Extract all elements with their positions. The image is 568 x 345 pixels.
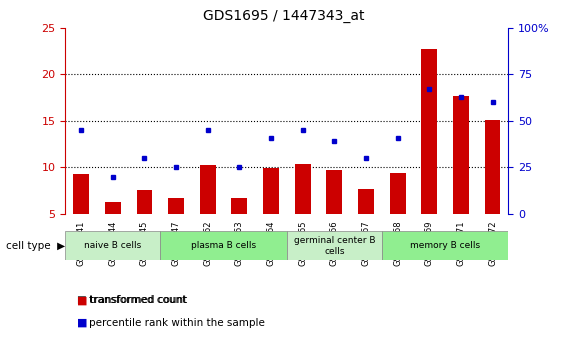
Bar <box>358 189 374 214</box>
Bar <box>168 198 184 214</box>
Text: GDS1695 / 1447343_at: GDS1695 / 1447343_at <box>203 9 365 23</box>
Text: transformed count: transformed count <box>89 295 186 305</box>
Text: cell type  ▶: cell type ▶ <box>6 241 65 251</box>
Bar <box>65 231 160 260</box>
Bar <box>105 202 121 214</box>
Bar <box>327 170 342 214</box>
Bar <box>160 231 287 260</box>
Bar <box>232 198 247 214</box>
Bar <box>263 168 279 214</box>
Bar <box>287 231 382 260</box>
Bar <box>382 231 508 260</box>
Text: plasma B cells: plasma B cells <box>191 241 256 250</box>
Bar <box>136 190 152 214</box>
Bar <box>453 96 469 214</box>
Text: memory B cells: memory B cells <box>410 241 480 250</box>
Bar <box>421 49 437 214</box>
Bar <box>200 165 216 214</box>
Text: ■ transformed count: ■ transformed count <box>77 295 187 305</box>
Bar <box>73 174 89 214</box>
Text: germinal center B
cells: germinal center B cells <box>294 236 375 256</box>
Bar <box>485 120 500 214</box>
Text: naive B cells: naive B cells <box>84 241 141 250</box>
Bar <box>295 164 311 214</box>
Text: percentile rank within the sample: percentile rank within the sample <box>89 318 265 327</box>
Bar <box>390 173 406 214</box>
Text: ■: ■ <box>77 318 87 327</box>
Text: ■: ■ <box>77 295 87 305</box>
